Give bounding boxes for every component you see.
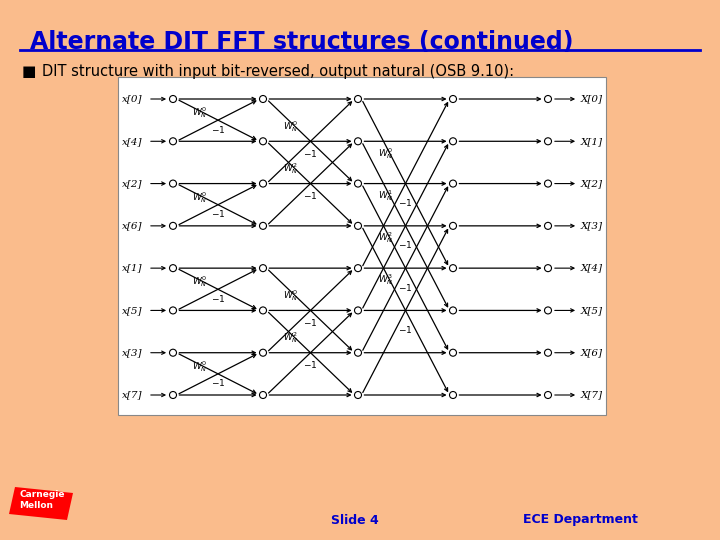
Circle shape — [259, 349, 266, 356]
Circle shape — [544, 349, 552, 356]
Text: x[4]: x[4] — [122, 137, 143, 146]
Text: $W_N^{0}$: $W_N^{0}$ — [192, 359, 207, 374]
Text: $W_N^{0}$: $W_N^{0}$ — [379, 146, 394, 160]
Text: ■: ■ — [22, 64, 37, 79]
Circle shape — [259, 222, 266, 230]
Text: Slide 4: Slide 4 — [331, 514, 379, 526]
Circle shape — [544, 138, 552, 145]
Circle shape — [449, 307, 456, 314]
Text: X[1]: X[1] — [581, 137, 603, 146]
Text: X[3]: X[3] — [581, 221, 603, 231]
Circle shape — [169, 392, 176, 399]
Text: X[2]: X[2] — [581, 179, 603, 188]
Text: $W_N^{0}$: $W_N^{0}$ — [192, 190, 207, 205]
Circle shape — [169, 222, 176, 230]
Circle shape — [354, 138, 361, 145]
Circle shape — [449, 96, 456, 103]
Circle shape — [354, 222, 361, 230]
Text: $-1$: $-1$ — [303, 148, 318, 159]
Polygon shape — [9, 487, 73, 520]
Circle shape — [259, 96, 266, 103]
Circle shape — [544, 265, 552, 272]
Circle shape — [259, 307, 266, 314]
Text: $W_N^{0}$: $W_N^{0}$ — [192, 274, 207, 289]
Circle shape — [354, 96, 361, 103]
Bar — [118, 77, 606, 415]
Text: $-1$: $-1$ — [211, 377, 225, 388]
Circle shape — [449, 180, 456, 187]
Circle shape — [169, 138, 176, 145]
Text: x[0]: x[0] — [122, 94, 143, 104]
Circle shape — [544, 180, 552, 187]
Text: x[5]: x[5] — [122, 306, 143, 315]
Circle shape — [449, 392, 456, 399]
Text: X[5]: X[5] — [581, 306, 603, 315]
Circle shape — [259, 392, 266, 399]
Text: $W_N^{3}$: $W_N^{3}$ — [379, 273, 394, 287]
Circle shape — [354, 392, 361, 399]
Text: $W_N^{0}$: $W_N^{0}$ — [284, 288, 299, 302]
Text: Carnegie: Carnegie — [19, 490, 65, 499]
Text: $-1$: $-1$ — [398, 282, 413, 293]
Text: $-1$: $-1$ — [303, 190, 318, 201]
Circle shape — [354, 349, 361, 356]
Text: $-1$: $-1$ — [211, 293, 225, 303]
Circle shape — [169, 349, 176, 356]
Text: X[4]: X[4] — [581, 264, 603, 273]
Circle shape — [354, 307, 361, 314]
Text: X[7]: X[7] — [581, 390, 603, 400]
Text: $-1$: $-1$ — [303, 317, 318, 328]
Text: x[6]: x[6] — [122, 221, 143, 231]
Text: X[6]: X[6] — [581, 348, 603, 357]
Text: X[0]: X[0] — [581, 94, 603, 104]
Text: DIT structure with input bit-reversed, output natural (OSB 9.10):: DIT structure with input bit-reversed, o… — [42, 64, 514, 79]
Circle shape — [169, 96, 176, 103]
Text: ECE Department: ECE Department — [523, 514, 637, 526]
Text: $W_N^{0}$: $W_N^{0}$ — [284, 119, 299, 133]
Circle shape — [544, 96, 552, 103]
Text: x[2]: x[2] — [122, 179, 143, 188]
Circle shape — [449, 138, 456, 145]
Text: Mellon: Mellon — [19, 501, 53, 510]
Text: $W_N^{2}$: $W_N^{2}$ — [284, 161, 299, 176]
Circle shape — [259, 265, 266, 272]
Text: $W_N^{2}$: $W_N^{2}$ — [284, 330, 299, 345]
Circle shape — [354, 180, 361, 187]
Circle shape — [544, 307, 552, 314]
Circle shape — [449, 349, 456, 356]
Text: $-1$: $-1$ — [303, 360, 318, 370]
Circle shape — [449, 265, 456, 272]
Circle shape — [259, 138, 266, 145]
Text: $-1$: $-1$ — [211, 124, 225, 134]
Circle shape — [169, 265, 176, 272]
Text: $W_N^{0}$: $W_N^{0}$ — [192, 105, 207, 120]
Text: $-1$: $-1$ — [398, 239, 413, 251]
Circle shape — [544, 392, 552, 399]
Circle shape — [544, 222, 552, 230]
Circle shape — [169, 307, 176, 314]
Text: Alternate DIT FFT structures (continued): Alternate DIT FFT structures (continued) — [30, 30, 574, 54]
Text: x[7]: x[7] — [122, 390, 143, 400]
Text: $W_N^{1}$: $W_N^{1}$ — [379, 188, 394, 203]
Text: x[3]: x[3] — [122, 348, 143, 357]
Circle shape — [169, 180, 176, 187]
Text: $-1$: $-1$ — [211, 208, 225, 219]
Text: $-1$: $-1$ — [398, 324, 413, 335]
Circle shape — [259, 180, 266, 187]
Circle shape — [354, 265, 361, 272]
Text: $-1$: $-1$ — [398, 197, 413, 208]
Circle shape — [449, 222, 456, 230]
Text: $W_N^{2}$: $W_N^{2}$ — [379, 230, 394, 245]
Text: x[1]: x[1] — [122, 264, 143, 273]
